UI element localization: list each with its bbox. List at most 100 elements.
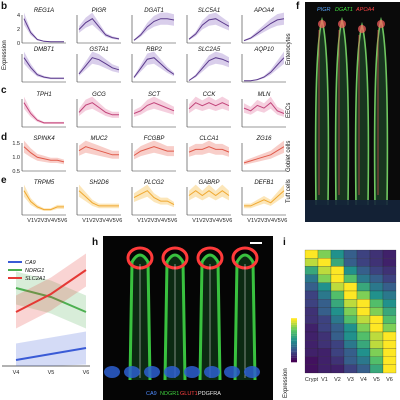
- heatmap-cell: [369, 323, 384, 333]
- gene-title-dmbt1: DMBT1: [34, 47, 54, 53]
- confidence-band: [189, 184, 229, 201]
- band-ca9: [16, 331, 86, 366]
- heatmap-cell: [304, 323, 319, 333]
- heatmap-cell: [317, 348, 332, 357]
- heatmap-cell: [382, 331, 397, 341]
- heatmap-cell: [382, 356, 397, 365]
- heatmap-cell: [343, 290, 358, 300]
- gene-title-zg16: ZG16: [255, 136, 272, 142]
- heatmap-cell: [369, 258, 384, 267]
- confidence-band: [134, 12, 174, 41]
- heatmap-panel: Crypt V1 V2 V3 V4 V5 V6 Expression: [283, 249, 397, 398]
- crypt-ca9: [224, 366, 240, 378]
- heatmap-cell: [343, 258, 358, 267]
- x-tick-label: V5: [219, 218, 226, 224]
- heatmap-cell: [343, 266, 358, 275]
- confidence-band: [189, 12, 229, 41]
- crypt-ca9: [184, 366, 200, 378]
- panel-label-c: c: [1, 85, 7, 96]
- heatmap-cell: [330, 299, 345, 308]
- x-tick-label: V2: [254, 218, 261, 224]
- stain-label-ca9: CA9: [146, 391, 157, 397]
- x-tick-label: V4: [102, 218, 109, 224]
- heatmap-cell: [304, 331, 319, 341]
- series-line-trpm5: [23, 190, 64, 211]
- heatmap-cell: [343, 340, 358, 349]
- heatmap-cell: [330, 364, 345, 374]
- gene-title-reg1a: REG1A: [34, 8, 54, 14]
- heatmap-cell: [356, 356, 371, 365]
- colorbar-label: Expression: [283, 368, 289, 398]
- x-tick-label: V5: [274, 218, 281, 224]
- series-line-sct: [133, 102, 175, 114]
- heatmap-cell: [317, 282, 332, 292]
- gene-title-apoa4: APOA4: [253, 8, 275, 14]
- series-line-dgat1: [133, 18, 175, 41]
- mini-chart-dmbt1: DMBT1: [21, 47, 66, 83]
- heatmap-cell: [382, 282, 397, 292]
- confidence-band: [244, 184, 284, 209]
- x-tick-label: V4: [157, 218, 164, 224]
- stain-label-glut1: GLUT1: [180, 391, 198, 397]
- gene-title-sct: SCT: [148, 92, 161, 98]
- x-tick-label: V3: [96, 218, 103, 224]
- heatmap-cell: [330, 331, 345, 341]
- series-line-tph1: [23, 102, 64, 124]
- series-line-muc2: [78, 146, 119, 156]
- series-line-slc2a1: [15, 269, 87, 313]
- heatmap-cell: [356, 315, 371, 324]
- x-tick-label: V3: [151, 218, 158, 224]
- colorbar-segment: [291, 329, 297, 332]
- heatmap-cell: [304, 290, 319, 300]
- confidence-band: [134, 96, 174, 117]
- x-tick-label: V5: [48, 370, 55, 376]
- series-line-dmbt1: [23, 57, 64, 79]
- scale-bar: [250, 242, 262, 244]
- mini-chart-zg16: ZG16: [241, 136, 286, 172]
- heatmap-cell: [356, 299, 371, 308]
- heatmap-cell: [304, 266, 319, 275]
- heatmap-cell: [330, 258, 345, 267]
- confidence-band: [189, 140, 229, 157]
- mini-chart-tph1: TPH1: [21, 92, 66, 128]
- confidence-band: [24, 140, 64, 165]
- heatmap-cell: [343, 315, 358, 324]
- confidence-band: [189, 96, 229, 114]
- x-tick-label: V6: [171, 218, 178, 224]
- colorbar-segment: [291, 344, 297, 347]
- heatmap-cell: [317, 274, 332, 283]
- heatmap-cell: [317, 307, 332, 316]
- confidence-band: [134, 140, 174, 160]
- stain-label-dgat1: DGAT1: [335, 7, 353, 13]
- gene-title-trpm5: TRPM5: [34, 180, 55, 186]
- mini-chart-muc2: MUC2: [76, 136, 121, 172]
- gene-title-slc2a5: SLC2A5: [198, 47, 221, 53]
- colorbar-segment: [291, 346, 297, 350]
- y-tick-label: 1.0: [12, 155, 20, 161]
- colorbar-segment: [291, 360, 297, 363]
- colorbar-segment: [291, 338, 297, 341]
- panel-label-h: h: [92, 237, 98, 248]
- mini-chart-apoa4: APOA4: [241, 8, 286, 44]
- gene-title-slc5a1: SLC5A1: [198, 8, 220, 14]
- y-tick-label: 0.5: [12, 169, 20, 175]
- y-tick-label: 2: [17, 27, 20, 33]
- heatmap-cell: [343, 364, 358, 374]
- series-line-ca9: [15, 347, 87, 361]
- crypt-ca9: [104, 366, 120, 378]
- gene-title-fcgbp: FCGBP: [144, 136, 165, 142]
- colorbar-segment: [291, 357, 297, 361]
- mini-chart-clca1: CLCA1: [186, 136, 231, 172]
- heatmap-cell: [382, 299, 397, 308]
- heatmap-cell: [330, 315, 345, 324]
- gene-title-mln: MLN: [258, 92, 271, 98]
- heatmap-cell: [382, 348, 397, 357]
- x-tick-label: V6: [226, 218, 233, 224]
- heatmap-cell: [369, 331, 384, 341]
- mini-chart-plcg2: PLCG2 V1 V2 V3 V4 V5 V6: [131, 180, 178, 224]
- heatmap-cell: [304, 307, 319, 316]
- x-tick-label: V4: [267, 218, 274, 224]
- mini-chart-sh2d6: SH2D6 V1 V2 V3 V4 V5 V6: [76, 180, 122, 224]
- series-line-slc5a1: [188, 18, 230, 40]
- crypt-ca9: [144, 366, 160, 378]
